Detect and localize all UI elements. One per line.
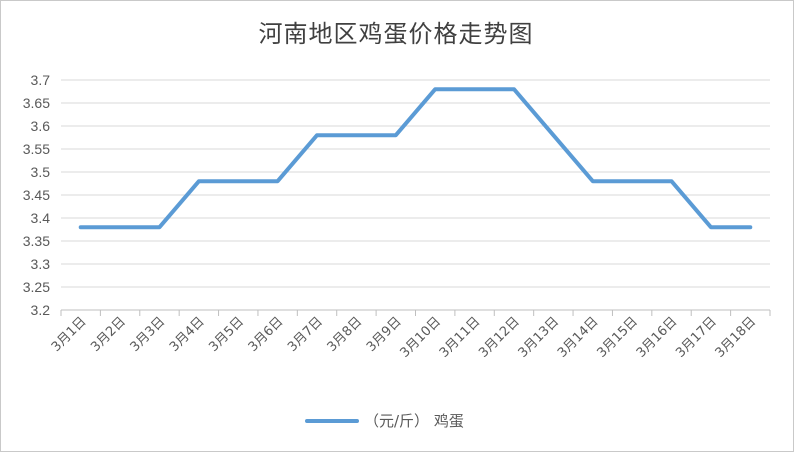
x-tick-label: 3月8日 (325, 314, 366, 355)
data-point (513, 88, 515, 90)
y-tick-label: 3.7 (31, 72, 51, 88)
data-point (631, 180, 633, 182)
data-point (552, 134, 554, 136)
x-tick-label: 3月5日 (206, 314, 247, 355)
data-point (474, 88, 476, 90)
x-tick-label: 3月3日 (128, 314, 169, 355)
x-tick-label: 3月12日 (476, 314, 523, 361)
x-tick-label: 3月7日 (285, 314, 326, 355)
gridlines (61, 79, 770, 288)
y-tick-label: 3.65 (23, 95, 50, 111)
data-point (592, 180, 594, 182)
y-tick-label: 3.45 (23, 187, 50, 203)
x-tick-label: 3月6日 (246, 314, 287, 355)
y-tick-label: 3.2 (31, 302, 51, 318)
data-point (710, 226, 712, 228)
y-tick-label: 3.4 (31, 210, 51, 226)
legend-label: （元/斤） 鸡蛋 (364, 412, 464, 430)
chart-title: 河南地区鸡蛋价格走势图 (258, 20, 534, 48)
data-point (355, 134, 357, 136)
x-axis-ticks: 3月1日3月2日3月3日3月4日3月5日3月6日3月7日3月8日3月9日3月10… (49, 314, 759, 361)
x-tick-label: 3月16日 (634, 314, 681, 361)
data-point (80, 226, 82, 228)
x-tick-label: 3月14日 (555, 314, 602, 361)
x-tick-label: 3月17日 (673, 314, 720, 361)
x-tick-label: 3月2日 (88, 314, 129, 355)
data-point (158, 226, 160, 228)
data-point (277, 180, 279, 182)
legend: （元/斤） 鸡蛋 (305, 412, 464, 430)
data-point (119, 226, 121, 228)
data-point (395, 134, 397, 136)
y-tick-label: 3.3 (31, 256, 51, 272)
data-point (671, 180, 673, 182)
y-tick-label: 3.5 (31, 164, 51, 180)
data-point (749, 226, 751, 228)
data-point (434, 88, 436, 90)
y-tick-label: 3.6 (31, 118, 51, 134)
data-point (198, 180, 200, 182)
series-line (78, 87, 753, 230)
x-axis (60, 309, 771, 316)
y-axis-ticks: 3.2 3.25 3.3 3.35 3.4 3.45 3.5 3.55 3.6 3.65 3.7 (23, 72, 50, 318)
data-point (237, 180, 239, 182)
x-tick-label: 3月10日 (397, 314, 444, 361)
x-tick-label: 3月11日 (437, 314, 484, 361)
x-tick-label: 3月18日 (713, 314, 760, 361)
x-tick-label: 3月13日 (516, 314, 563, 361)
y-tick-label: 3.25 (23, 279, 50, 295)
data-point (316, 134, 318, 136)
series-group (78, 87, 753, 230)
x-tick-label: 3月1日 (49, 314, 90, 355)
x-tick-label: 3月4日 (167, 314, 208, 355)
y-tick-label: 3.35 (23, 233, 50, 249)
y-tick-label: 3.55 (23, 141, 50, 157)
x-tick-label: 3月15日 (594, 314, 641, 361)
